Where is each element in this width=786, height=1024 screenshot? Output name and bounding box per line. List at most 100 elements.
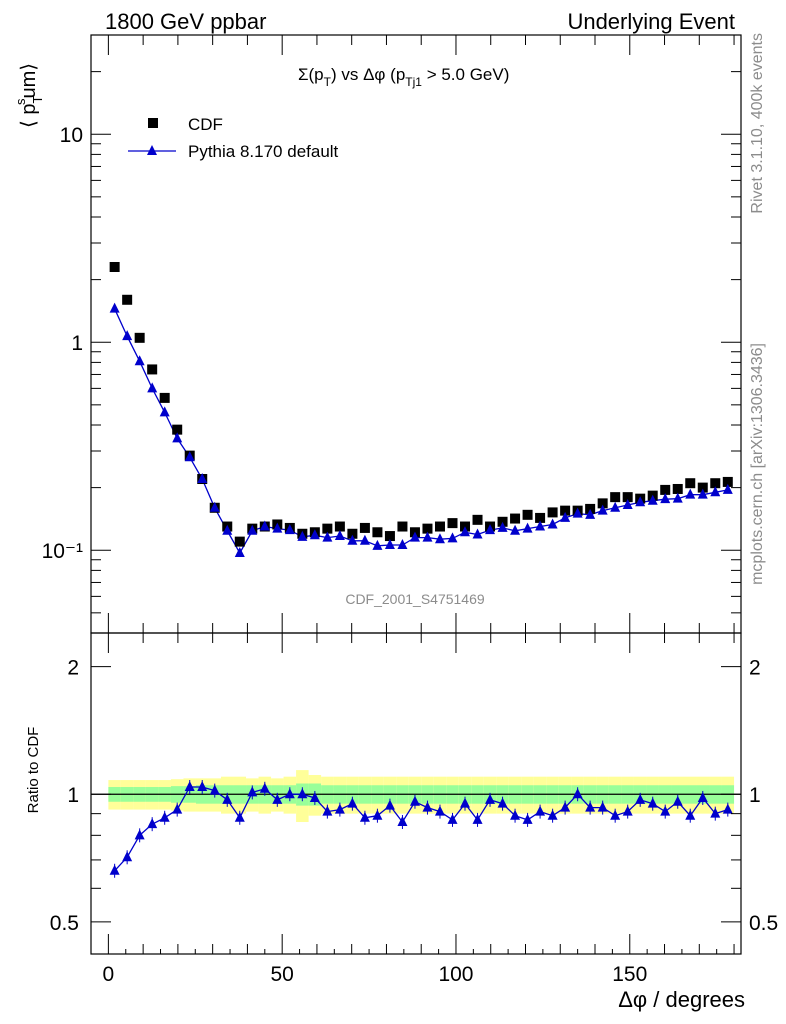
pythia-point xyxy=(610,501,621,512)
pythia-point xyxy=(384,538,395,549)
pythia-point xyxy=(635,496,646,507)
pythia-point xyxy=(722,483,733,494)
legend-pythia-label: Pythia 8.170 default xyxy=(188,142,339,161)
ratio-point xyxy=(197,781,208,792)
pythia-point xyxy=(472,528,483,539)
ratio-point xyxy=(597,801,608,812)
cdf-point xyxy=(560,505,571,516)
ratio-point xyxy=(147,818,158,829)
ratio-point xyxy=(547,809,558,820)
ratio-point xyxy=(585,801,596,812)
cdf-point xyxy=(610,492,621,503)
ylabel-rest: um⟩ xyxy=(18,63,40,99)
pythia-point xyxy=(585,508,596,519)
pythia-point xyxy=(322,531,333,542)
pythia-point xyxy=(447,532,458,543)
cdf-point xyxy=(510,513,521,524)
cdf-point xyxy=(660,484,671,495)
ratio-point xyxy=(672,795,683,806)
ratio-y-tick-label-right: 0.5 xyxy=(749,912,778,935)
pythia-point xyxy=(372,539,383,550)
cdf-point xyxy=(672,483,683,494)
plot-title: Σ(pT) vs Δφ (pTj1 > 5.0 GeV) xyxy=(298,65,509,89)
header-right: Underlying Event xyxy=(567,9,735,34)
ratio-point xyxy=(297,788,308,799)
ratio-panel: 0 50 100 150 2 2 1 1 0.5 0.5 Ratio to CDF Δφ / de… xyxy=(25,632,778,1012)
pythia-point xyxy=(309,529,320,540)
pythia-point xyxy=(660,493,671,504)
y-axis-label: ⟨ pTsum⟩ xyxy=(13,63,45,128)
pythia-point xyxy=(397,538,408,549)
ratio-y-tick-label-left: 0.5 xyxy=(50,912,79,935)
cdf-point xyxy=(322,523,333,534)
ratio-point xyxy=(122,851,133,862)
ratio-point xyxy=(372,809,383,820)
ylabel-sup: s xyxy=(13,98,28,105)
x-axis-label: Δφ / degrees xyxy=(618,987,745,1012)
cdf-point xyxy=(497,516,508,527)
ratio-point xyxy=(234,811,245,822)
title-part-2: ) vs Δφ (p xyxy=(331,65,405,84)
ratio-point xyxy=(560,801,571,812)
ratio-point xyxy=(434,805,445,816)
ratio-point xyxy=(222,793,233,804)
pythia-point xyxy=(485,524,496,535)
x-tick-label: 50 xyxy=(270,963,293,986)
ratio-y-label: Ratio to CDF xyxy=(25,727,42,814)
x-tick-label: 0 xyxy=(103,963,115,986)
ratio-point xyxy=(522,813,533,824)
pythia-point xyxy=(460,526,471,537)
cdf-point xyxy=(234,536,245,547)
rivet-label: Rivet 3.1.10, 400k events xyxy=(749,33,766,214)
ratio-point xyxy=(697,791,708,802)
ratio-point xyxy=(422,801,433,812)
ratio-y-tick-label-right: 2 xyxy=(749,657,761,680)
ratio-point xyxy=(710,807,721,818)
ratio-point xyxy=(660,805,671,816)
cdf-point xyxy=(710,478,721,489)
y-tick-label: 10⁻¹ xyxy=(42,540,83,563)
pythia-point xyxy=(672,492,683,503)
ratio-point xyxy=(722,803,733,814)
ratio-point xyxy=(497,797,508,808)
legend-cdf-label: CDF xyxy=(188,115,223,134)
pythia-point xyxy=(622,498,633,509)
ratio-point xyxy=(134,829,145,840)
title-sub-2: Tj1 xyxy=(405,75,422,89)
pythia-point xyxy=(334,530,345,541)
cdf-point xyxy=(547,507,558,518)
pythia-point xyxy=(122,330,133,341)
legend-pythia-marker xyxy=(147,145,157,155)
cdf-point xyxy=(535,512,546,523)
cdf-point xyxy=(685,478,696,489)
cdf-point xyxy=(347,528,358,539)
ratio-point xyxy=(622,805,633,816)
ratio-point xyxy=(510,809,521,820)
header-left: 1800 GeV ppbar xyxy=(105,9,266,34)
ratio-point xyxy=(209,784,220,795)
legend: CDF Pythia 8.170 default xyxy=(128,115,339,161)
pythia-point xyxy=(697,488,708,499)
cdf-point xyxy=(422,523,433,534)
pythia-point xyxy=(597,504,608,515)
ratio-panel-frame xyxy=(90,632,742,955)
ratio-point xyxy=(247,786,258,797)
pythia-point xyxy=(522,522,533,533)
pythia-point xyxy=(409,531,420,542)
pythia-point xyxy=(197,473,208,484)
ratio-y-tick-label-left: 2 xyxy=(67,657,79,680)
pythia-point xyxy=(222,524,233,535)
cdf-point xyxy=(434,521,445,532)
ratio-y-tick-label-right: 1 xyxy=(749,784,761,807)
ratio-y-tick-label-left: 1 xyxy=(67,784,79,807)
x-tick-label: 150 xyxy=(612,963,647,986)
ratio-point xyxy=(409,795,420,806)
cdf-point xyxy=(147,364,158,375)
cdf-point xyxy=(122,294,133,305)
pythia-point xyxy=(272,522,283,533)
cdf-point xyxy=(134,332,145,343)
pythia-point xyxy=(184,451,195,462)
ratio-point xyxy=(109,864,120,875)
